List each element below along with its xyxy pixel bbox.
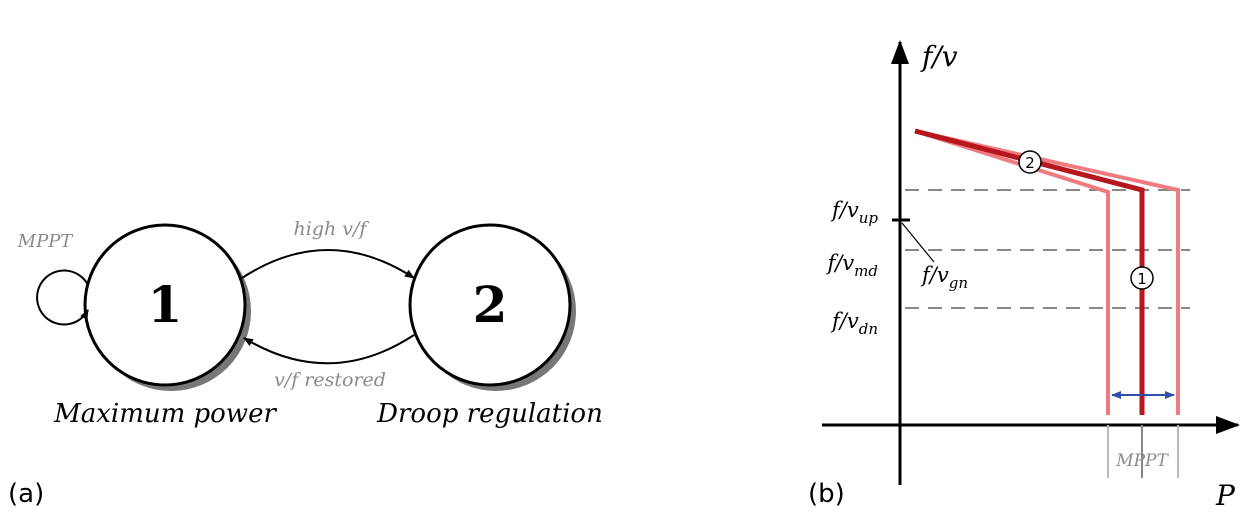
state-number: 1 (148, 275, 183, 334)
curve-marker (1130, 266, 1154, 290)
state-number: 2 (473, 275, 508, 334)
level-label: f/vdn (830, 309, 878, 338)
droop-curve-high (914, 129, 1180, 415)
transition-arrow (241, 249, 415, 279)
state-name: Droop regulation (376, 399, 603, 429)
curve-marker (1018, 150, 1042, 174)
panel-a: 1 2 MPPT high v/f v/f restored Maximum p… (8, 218, 603, 509)
panel-label: (b) (808, 479, 845, 509)
state-name: Maximum power (53, 399, 277, 429)
level-label: f/vup (830, 198, 878, 227)
label-base: f/v (825, 251, 854, 275)
range-guides (1107, 425, 1179, 478)
droop-curve (914, 128, 1145, 415)
label-base: f/v (830, 198, 859, 222)
state-circle (83, 223, 247, 387)
curve-marker-label: 2 (1025, 154, 1035, 172)
label-base: f/v (920, 263, 949, 287)
level-label: f/vmd (825, 251, 878, 280)
self-loop (36, 269, 89, 326)
transition-label: v/f restored (274, 369, 386, 391)
state-circle (408, 223, 572, 387)
label-sub: dn (859, 320, 878, 338)
label-sub: up (859, 209, 879, 227)
label-base: f/v (830, 309, 859, 333)
label-sub: gn (949, 274, 968, 292)
droop-curve-low (914, 129, 1110, 415)
panel-label: (a) (8, 479, 44, 509)
loop-label: MPPT (17, 231, 75, 252)
marker-label: f/vgn (920, 263, 968, 292)
transition-label: high v/f (294, 218, 370, 240)
range-label: MPPT (1115, 451, 1169, 471)
leader-line (901, 222, 935, 263)
transition-arrow (243, 334, 415, 365)
label-sub: md (854, 262, 878, 280)
curve-marker-label: 1 (1137, 270, 1147, 288)
panel-b: f/v P f/vup f/vmd f/vdn f/vgn 2 1 MPPT (… (808, 40, 1240, 512)
y-axis-label: f/v (920, 40, 958, 73)
x-axis-label: P (1215, 479, 1236, 512)
